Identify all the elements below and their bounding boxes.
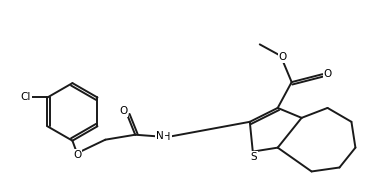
Text: O: O [323, 69, 332, 79]
Text: H: H [163, 132, 171, 142]
Text: O: O [73, 150, 82, 160]
Text: S: S [251, 152, 257, 162]
Text: N: N [156, 131, 164, 141]
Text: Cl: Cl [20, 93, 31, 102]
Text: O: O [279, 52, 287, 62]
Text: O: O [119, 106, 127, 116]
